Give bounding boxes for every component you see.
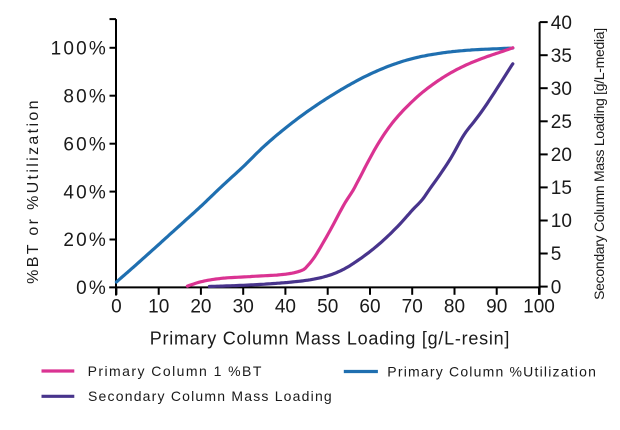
svg-text:80: 80 [444, 297, 465, 318]
svg-text:25: 25 [551, 112, 572, 133]
svg-text:10: 10 [148, 297, 169, 318]
svg-text:40%: 40% [63, 182, 108, 203]
svg-text:60%: 60% [63, 134, 108, 155]
svg-text:0: 0 [111, 297, 122, 318]
svg-text:70: 70 [402, 297, 423, 318]
svg-text:50: 50 [317, 297, 338, 318]
svg-text:Primary Column %Utilization: Primary Column %Utilization [387, 363, 597, 379]
svg-text:100: 100 [523, 297, 555, 318]
svg-text:20: 20 [551, 145, 572, 166]
svg-text:40: 40 [551, 13, 572, 34]
svg-text:80%: 80% [63, 86, 108, 107]
svg-text:5: 5 [551, 244, 562, 265]
svg-text:30: 30 [233, 297, 254, 318]
svg-text:15: 15 [551, 178, 572, 199]
svg-text:30: 30 [551, 79, 572, 100]
svg-text:10: 10 [551, 211, 572, 232]
svg-text:20: 20 [190, 297, 211, 318]
svg-text:60: 60 [359, 297, 380, 318]
svg-text:Secondary Column Mass Loading: Secondary Column Mass Loading [88, 388, 333, 404]
svg-text:90: 90 [486, 297, 507, 318]
svg-text:Primary Column 1 %BT: Primary Column 1 %BT [88, 363, 263, 379]
svg-text:40: 40 [275, 297, 296, 318]
svg-text:100%: 100% [51, 39, 108, 60]
svg-text:20%: 20% [63, 230, 108, 251]
svg-text:35: 35 [551, 46, 572, 67]
svg-text:Primary Column Mass Loading [g: Primary Column Mass Loading [g/L-resin] [150, 329, 510, 349]
svg-text:Secondary Column Mass Loading: Secondary Column Mass Loading [g/L-media… [591, 28, 607, 300]
svg-text:0: 0 [551, 277, 562, 298]
svg-text:%BT or %Utilization: %BT or %Utilization [25, 98, 42, 284]
svg-text:0%: 0% [76, 278, 108, 299]
